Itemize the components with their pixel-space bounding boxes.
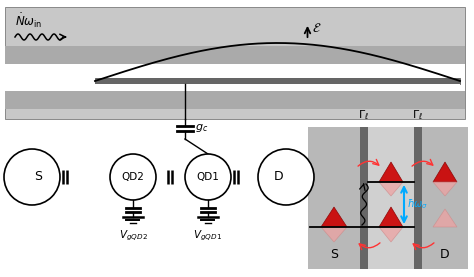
Text: $\Gamma_\ell$: $\Gamma_\ell$ [358,108,370,122]
Circle shape [4,149,60,205]
Text: D: D [274,171,284,183]
Polygon shape [433,162,457,182]
Text: QD1: QD1 [197,172,219,182]
Text: $\hbar\omega_\sigma$: $\hbar\omega_\sigma$ [407,198,428,211]
Text: $g_c$: $g_c$ [195,122,208,135]
Circle shape [258,149,314,205]
Polygon shape [379,182,403,196]
Polygon shape [379,162,403,182]
FancyBboxPatch shape [360,127,368,269]
Text: S: S [330,248,338,261]
Polygon shape [433,182,457,196]
FancyBboxPatch shape [5,46,465,64]
Polygon shape [433,209,457,227]
Circle shape [110,154,156,200]
Text: $\mathcal{E}$: $\mathcal{E}$ [312,22,322,35]
Polygon shape [379,207,403,227]
FancyBboxPatch shape [95,64,460,78]
FancyBboxPatch shape [414,127,422,269]
Text: $\dot{N}\omega_{\rm in}$: $\dot{N}\omega_{\rm in}$ [15,12,43,30]
Text: $\Gamma_\ell$: $\Gamma_\ell$ [412,108,424,122]
Text: D: D [440,248,450,261]
Text: S: S [34,171,42,183]
FancyBboxPatch shape [5,64,465,91]
FancyBboxPatch shape [422,127,468,269]
FancyBboxPatch shape [5,7,465,119]
Polygon shape [379,227,403,242]
Polygon shape [321,207,347,227]
Text: $V_{gQD1}$: $V_{gQD1}$ [193,229,222,243]
Polygon shape [321,227,347,242]
FancyBboxPatch shape [308,127,360,269]
Text: QD2: QD2 [121,172,145,182]
Circle shape [185,154,231,200]
FancyBboxPatch shape [308,127,468,269]
FancyBboxPatch shape [5,91,465,109]
Text: $V_{gQD2}$: $V_{gQD2}$ [118,229,147,243]
FancyBboxPatch shape [95,78,460,84]
FancyBboxPatch shape [95,84,460,91]
